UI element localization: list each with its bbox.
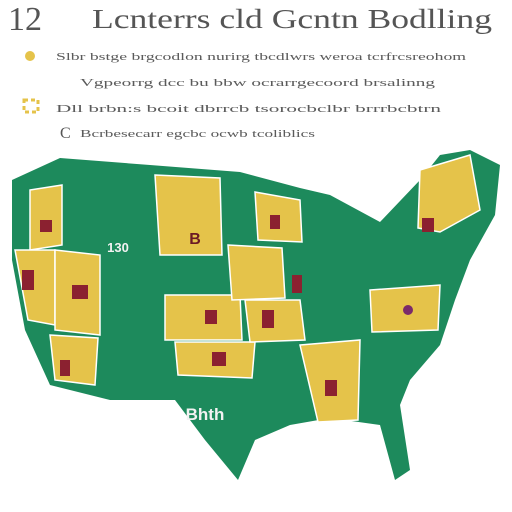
header-title: Lcnterrs cld Gcntn Bodlling bbox=[92, 4, 492, 34]
legend-text: Bcrbesecarr egcbc ocwb tcoliblics bbox=[80, 128, 315, 140]
state bbox=[417, 154, 481, 233]
map-icon bbox=[22, 270, 34, 290]
map-icon bbox=[270, 215, 280, 229]
legend-icon bbox=[22, 98, 40, 114]
legend-text: Vgpeorrg dcc bu bbw ocrarrgecoord brsali… bbox=[80, 77, 436, 89]
map-icon bbox=[422, 218, 434, 232]
map-icon bbox=[325, 380, 337, 396]
state bbox=[227, 244, 286, 301]
map-icon bbox=[262, 310, 274, 328]
state bbox=[154, 174, 223, 256]
map-icon bbox=[403, 305, 413, 315]
map-icon bbox=[292, 275, 302, 293]
map-label: 130 bbox=[107, 240, 129, 255]
map-icon bbox=[212, 352, 226, 366]
state bbox=[49, 334, 99, 386]
legend-icon: C bbox=[60, 125, 71, 142]
header-number: 12 bbox=[8, 1, 42, 38]
map-label: B bbox=[189, 231, 201, 248]
us-map: B 130 Bhth bbox=[12, 150, 500, 480]
map-icon bbox=[40, 220, 52, 232]
legend-text: Slbr bstge brgcodlon nurirg tbcdlwrs wer… bbox=[56, 51, 467, 63]
map-icon bbox=[60, 360, 70, 376]
legend-icon bbox=[25, 51, 35, 61]
map-label: Bhth bbox=[186, 405, 225, 424]
legend-text: Dll brbn:s bcoit dbrrcb tsorocbclbr brrr… bbox=[56, 103, 442, 115]
state bbox=[244, 299, 306, 343]
state bbox=[164, 294, 243, 341]
state bbox=[29, 184, 63, 251]
map-icon bbox=[205, 310, 217, 324]
map-icon bbox=[72, 285, 88, 299]
